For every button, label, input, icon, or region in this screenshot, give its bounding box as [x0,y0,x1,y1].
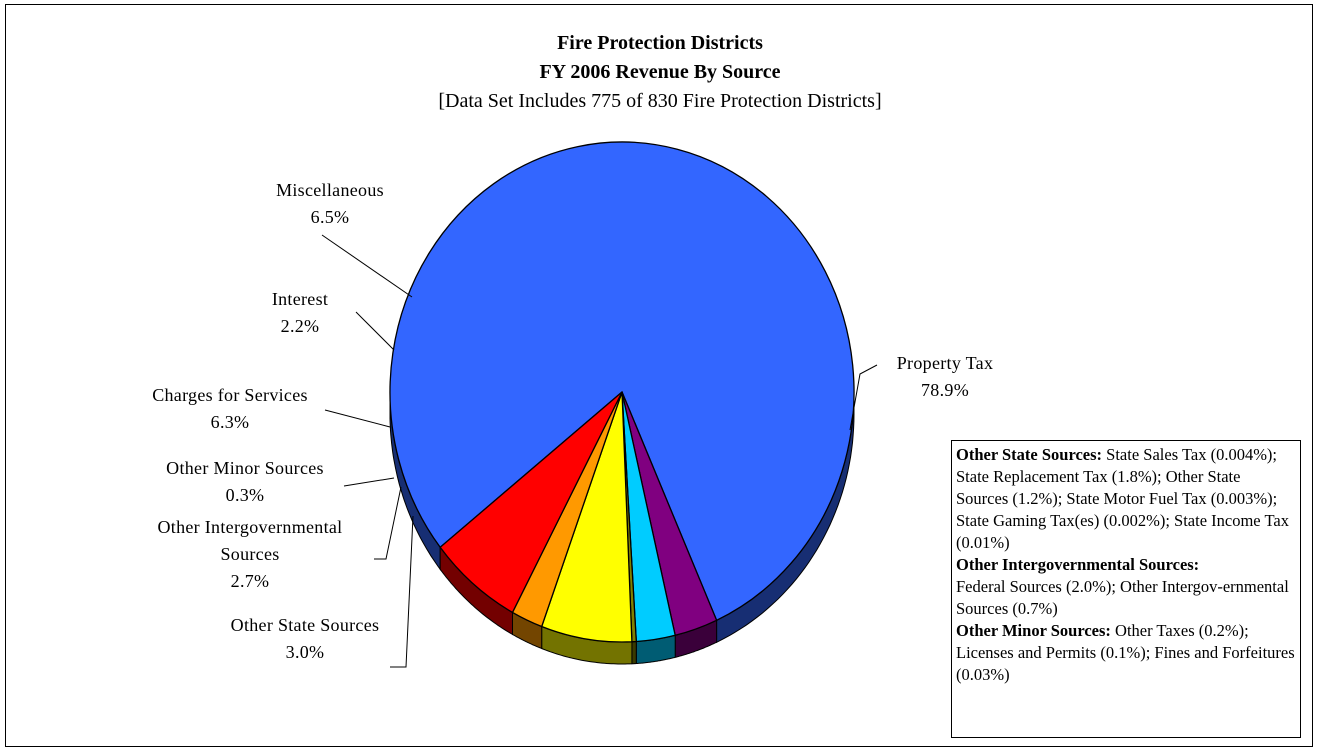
slice-miscellaneous [439,391,623,614]
notes-box: Other State Sources: State Sales Tax (0.… [951,440,1301,738]
notes-heading-minor: Other Minor Sources: [956,621,1111,640]
notes-heading-intergov: Other Intergovernmental Sources: [956,555,1200,574]
label-interest: Interest 2.2% [240,286,360,340]
label-other-state-value: 3.0% [285,642,325,662]
leader-property-tax [849,364,878,431]
label-other-state-sources: Other State Sources 3.0% [190,612,420,666]
notes-heading-state: Other State Sources: [956,445,1103,464]
label-other-minor-sources: Other Minor Sources 0.3% [130,455,360,509]
label-property-tax: Property Tax 78.9% [865,350,1025,404]
label-property-tax-name: Property Tax [896,353,994,373]
label-charges-name: Charges for Services [152,385,308,405]
leader-other-minor-sources [343,477,395,487]
label-charges-for-services: Charges for Services 6.3% [120,382,340,436]
label-other-intergov-line2: Sources [220,544,280,564]
label-interest-value: 2.2% [280,316,320,336]
label-miscellaneous-name: Miscellaneous [276,180,384,200]
label-miscellaneous-value: 6.5% [310,207,350,227]
leader-charges-for-services [324,409,391,428]
label-interest-name: Interest [271,289,329,309]
chart-subtitle-dataset: [Data Set Includes 775 of 830 Fire Prote… [438,90,882,112]
slice-side-other-minor-sources [631,641,637,665]
slice-property-tax [389,141,855,622]
label-other-intergovernmental: Other Intergovernmental Sources 2.7% [120,514,380,595]
leader-miscellaneous [321,234,413,298]
notes-text-minor: Other Taxes (0.2%); Licenses and Permits… [956,621,1295,684]
label-miscellaneous: Miscellaneous 6.5% [250,177,410,231]
leader-other-intergovernmental [374,486,402,560]
chart-subtitle: FY 2006 Revenue By Source [539,61,781,83]
label-other-intergov-line1: Other Intergovernmental [157,517,343,537]
chart-frame [5,4,1313,747]
label-charges-value: 6.3% [210,412,250,432]
label-other-minor-name: Other Minor Sources [166,458,324,478]
label-other-state-name: Other State Sources [230,615,380,635]
label-property-tax-value: 78.9% [921,380,969,400]
leader-interest [355,311,395,351]
leader-other-state-sources [390,515,414,668]
label-other-intergov-value: 2.7% [230,571,270,591]
notes-text-state: State Sales Tax (0.004%); State Replacem… [956,445,1289,552]
notes-text-intergov: Federal Sources (2.0%); Other Intergov-e… [956,577,1289,618]
label-other-minor-value: 0.3% [225,485,265,505]
chart-title: Fire Protection Districts [557,32,763,54]
